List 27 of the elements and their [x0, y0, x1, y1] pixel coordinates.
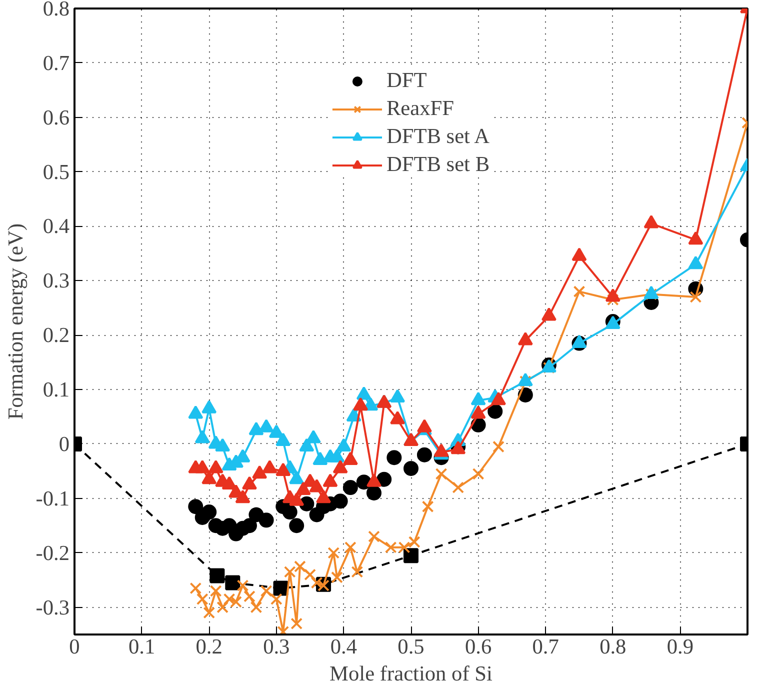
y-tick-label: 0.6 [42, 105, 70, 130]
x-tick-label: 0.5 [398, 634, 424, 658]
y-tick-label: -0.1 [36, 486, 70, 510]
x-tick-label: 0.1 [128, 634, 156, 658]
legend-label: ReaxFF [386, 96, 454, 121]
x-tick-label: 0.7 [532, 634, 560, 658]
legend-label: DFTB set B [386, 152, 490, 177]
y-tick-label: -0.2 [36, 540, 70, 565]
x-tick-label: 0.8 [600, 634, 626, 658]
y-tick-label: 0.1 [42, 378, 70, 402]
x-tick-label: 0.2 [196, 634, 222, 658]
y-tick-label: 0.3 [42, 268, 70, 293]
y-tick-label: 0.8 [42, 0, 70, 20]
y-tick-label: 0.4 [42, 214, 70, 238]
legend-label: DFTB set A [386, 124, 490, 149]
x-tick-label: 0.4 [330, 634, 358, 658]
y-tick-label: -0.3 [36, 595, 70, 620]
y-tick-label: 0.5 [42, 160, 70, 184]
legend-label: DFT [386, 68, 427, 93]
y-tick-label: 0 [58, 432, 70, 456]
y-axis-title: Formation energy (eV) [4, 223, 28, 420]
x-tick-label: 0.9 [666, 634, 694, 658]
y-tick-label: 0.2 [42, 323, 70, 348]
x-tick-label: 0.6 [464, 634, 492, 658]
x-tick-label: 0.3 [263, 634, 290, 658]
x-axis-title: Mole fraction of Si [330, 662, 493, 686]
y-tick-label: 0.7 [42, 50, 70, 75]
